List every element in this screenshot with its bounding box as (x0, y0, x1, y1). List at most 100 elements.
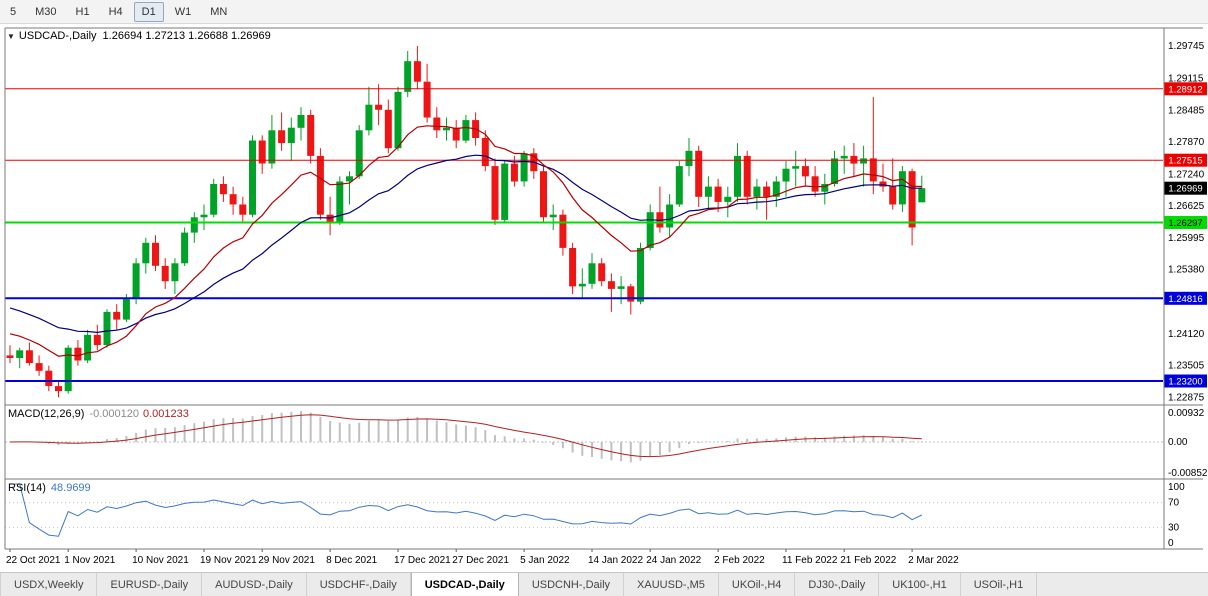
price-badge-1.27515: 1.27515 (1164, 153, 1207, 167)
price-badge-1.28912: 1.28912 (1164, 82, 1207, 96)
macd-axis-labels: 0.00932 0.00 -0.00852 (1168, 408, 1208, 479)
rsi-value: 48.9699 (50, 482, 91, 494)
macd-signal-line (9, 414, 922, 458)
svg-text:24 Jan 2022: 24 Jan 2022 (646, 555, 701, 566)
svg-text:1.29745: 1.29745 (1168, 41, 1205, 52)
svg-text:1.27870: 1.27870 (1168, 137, 1205, 148)
svg-text:1.22875: 1.22875 (1168, 393, 1205, 404)
chart-tab-label: UK100-,H1 (892, 578, 947, 591)
svg-text:10 Nov 2021: 10 Nov 2021 (132, 555, 189, 566)
svg-text:27 Dec 2021: 27 Dec 2021 (452, 555, 509, 566)
svg-text:2 Feb 2022: 2 Feb 2022 (714, 555, 765, 566)
price-badge-1.24816: 1.24816 (1164, 291, 1207, 305)
svg-text:0: 0 (1168, 538, 1174, 549)
chart-tab-usdx-weekly[interactable]: USDX,Weekly (0, 573, 98, 596)
chart-tab-xauusd-m5[interactable]: XAUUSD-,M5 (624, 573, 719, 596)
macd-indicator-label: MACD(12,26,9) (8, 408, 85, 420)
svg-text:19 Nov 2021: 19 Nov 2021 (200, 555, 257, 566)
price-badge-current: 1.26969 (1164, 181, 1207, 195)
price-chart-svg[interactable]: 1.29745 1.29115 1.28485 1.27870 1.27240 1.266… (0, 24, 1208, 568)
svg-text:1.28912: 1.28912 (1168, 84, 1202, 95)
svg-text:1.24816: 1.24816 (1168, 294, 1202, 305)
rsi-indicator-label: RSI(14) (8, 482, 46, 494)
pane-borders (4, 27, 1203, 550)
chart-tab-usdcnh-daily[interactable]: USDCNH-,Daily (519, 573, 625, 596)
chart-tab-label: USDCHF-,Daily (319, 578, 397, 591)
svg-text:1.27515: 1.27515 (1168, 156, 1202, 167)
date-axis-labels: 22 Oct 2021 1 Nov 2021 10 Nov 2021 19 Nov 2… (6, 549, 959, 566)
macd-signal-value: 0.001233 (142, 408, 189, 420)
chart-tab-bar: USDX,Weekly EURUSD-,Daily AUDUSD-,Daily USD… (0, 572, 1208, 596)
svg-text:0.00: 0.00 (1168, 437, 1188, 448)
svg-text:1.25995: 1.25995 (1168, 233, 1205, 244)
macd-label-bar: MACD(12,26,9) -0.000120 0.001233 (8, 408, 189, 420)
main-pane-surface[interactable] (5, 28, 1163, 405)
chart-tab-label: USDX,Weekly (14, 578, 84, 591)
ma-fast-line (9, 125, 922, 357)
svg-text:1.27240: 1.27240 (1168, 169, 1205, 180)
svg-text:70: 70 (1168, 498, 1180, 509)
timeframe-h1[interactable]: H1 (75, 5, 90, 18)
svg-text:11 Feb 2022: 11 Feb 2022 (782, 555, 838, 566)
rsi-pane-surface[interactable] (5, 479, 1163, 549)
timeframe-mn[interactable]: MN (210, 5, 228, 18)
ma-slow-line (9, 154, 922, 334)
svg-text:1.28485: 1.28485 (1168, 106, 1205, 117)
svg-text:0.00932: 0.00932 (1168, 408, 1205, 419)
rsi-label-bar: RSI(14) 48.9699 (8, 482, 91, 494)
price-badge-1.23200: 1.23200 (1164, 374, 1207, 388)
svg-text:8 Dec 2021: 8 Dec 2021 (326, 555, 378, 566)
svg-text:100: 100 (1168, 482, 1185, 493)
svg-text:2 Mar 2022: 2 Mar 2022 (908, 555, 959, 566)
timeframe-m30[interactable]: M30 (35, 5, 57, 18)
svg-text:1 Nov 2021: 1 Nov 2021 (64, 555, 116, 566)
rsi-axis-labels: 100 70 30 0 (1168, 482, 1185, 549)
svg-text:21 Feb 2022: 21 Feb 2022 (840, 555, 897, 566)
chart-dropdown-icon[interactable]: ▼ (7, 32, 15, 41)
svg-text:1.24120: 1.24120 (1168, 329, 1205, 340)
svg-text:5 Jan 2022: 5 Jan 2022 (520, 555, 570, 566)
chart-title-bar: ▼ USDCAD-,Daily 1.26694 1.27213 1.26688 1.… (7, 30, 271, 42)
svg-text:1.23505: 1.23505 (1168, 360, 1205, 371)
svg-text:1.26297: 1.26297 (1168, 218, 1202, 229)
chart-tab-usdcad-daily[interactable]: USDCAD-,Daily (410, 573, 519, 596)
chart-tab-label: USDCNH-,Daily (531, 578, 611, 591)
svg-text:29 Nov 2021: 29 Nov 2021 (258, 555, 315, 566)
svg-text:30: 30 (1168, 522, 1180, 533)
svg-text:1.23200: 1.23200 (1168, 377, 1202, 388)
svg-text:1.26969: 1.26969 (1168, 184, 1202, 195)
svg-text:1.26625: 1.26625 (1168, 201, 1205, 212)
candlestick-series (6, 45, 926, 398)
macd-histogram (18, 411, 923, 463)
timeframe-m5[interactable]: 5 (10, 5, 17, 18)
chart-tab-label: USOil-,H1 (973, 578, 1024, 591)
price-badge-1.26297: 1.26297 (1164, 216, 1207, 229)
chart-symbol-title: USDCAD-,Daily (18, 30, 97, 42)
chart-tab-label: AUDUSD-,Daily (215, 578, 293, 591)
svg-text:1.25380: 1.25380 (1168, 264, 1205, 275)
chart-tab-eurusd-daily[interactable]: EURUSD-,Daily (97, 573, 203, 596)
chart-tab-audusd-daily[interactable]: AUDUSD-,Daily (202, 573, 307, 596)
chart-tab-label: UKOil-,H4 (731, 578, 782, 591)
rsi-line (10, 483, 923, 537)
chart-window[interactable]: 1.29745 1.29115 1.28485 1.27870 1.27240 1.266… (0, 24, 1208, 568)
chart-tab-uk100-h1[interactable]: UK100-,H1 (879, 573, 961, 596)
chart-tab-ukoil-h4[interactable]: UKOil-,H4 (719, 573, 796, 596)
chart-tab-label: XAUUSD-,M5 (637, 578, 705, 591)
macd-main-value: -0.000120 (89, 408, 139, 420)
chart-tab-usoil-h1[interactable]: USOil-,H1 (961, 573, 1038, 596)
svg-text:14 Jan 2022: 14 Jan 2022 (588, 555, 643, 566)
chart-ohlc-values: 1.26694 1.27213 1.26688 1.26969 (102, 30, 271, 42)
chart-tab-usdchf-daily[interactable]: USDCHF-,Daily (307, 573, 411, 596)
chart-tab-label: USDCAD-,Daily (424, 578, 505, 591)
chart-tab-label: EURUSD-,Daily (110, 578, 189, 591)
timeframe-w1[interactable]: W1 (174, 5, 192, 18)
timeframe-toolbar: 5 M30 H1 H4 D1 W1 MN (0, 0, 1208, 24)
svg-text:1.29115: 1.29115 (1168, 73, 1204, 84)
chart-tab-dj30-daily[interactable]: DJ30-,Daily (795, 573, 880, 596)
svg-text:17 Dec 2021: 17 Dec 2021 (394, 555, 451, 566)
timeframe-h4[interactable]: H4 (108, 5, 123, 18)
timeframe-d1[interactable]: D1 (133, 1, 164, 22)
svg-text:-0.00852: -0.00852 (1168, 468, 1208, 479)
